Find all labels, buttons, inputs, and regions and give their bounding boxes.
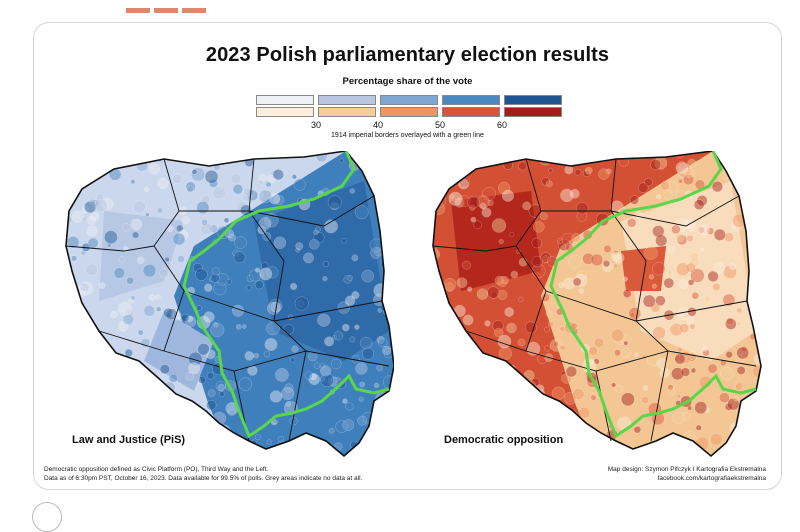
legend-red-swatch-1 (256, 107, 314, 117)
legend-red-swatch-2 (318, 107, 376, 117)
top-strip (0, 0, 800, 22)
footer-note-2: Data as of 6:30pm PST, October 16, 2023.… (44, 474, 363, 482)
legend-red-swatch-3 (380, 107, 438, 117)
legend-title: Percentage share of the vote (342, 76, 473, 87)
pis-map-label: Law and Justice (PiS) (72, 434, 186, 446)
opposition-map-label: Democratic opposition (444, 434, 564, 446)
pis-1914-border-line (182, 151, 390, 439)
legend-red-swatch-5 (504, 107, 562, 117)
map-title: 2023 Polish parliamentary election resul… (205, 44, 610, 66)
opposition-1914-border-line (549, 151, 757, 439)
legend-blue-swatch-3 (380, 95, 438, 105)
pis-voivodeship-borders (65, 158, 390, 442)
top-logo-fragment (126, 0, 212, 13)
pis-regions (66, 151, 394, 456)
footer-note-1: Democratic opposition defined as Civic P… (44, 466, 269, 473)
legend-blue-scale (256, 95, 566, 105)
footer-notes: Democratic opposition defined as Civic P… (44, 466, 362, 483)
legend-tick: 50 (434, 120, 445, 130)
legend-blue-swatch-4 (442, 95, 500, 105)
credit-link: facebook.com/kartografiaekstremalna (657, 474, 766, 482)
legend-tick: 60 (496, 120, 507, 130)
image-card[interactable]: 2023 Polish parliamentary election resul… (33, 22, 782, 490)
opposition-voivodeship-borders (432, 158, 757, 442)
bottom-bar (0, 496, 800, 532)
legend-tick: 40 (372, 120, 383, 130)
legend-note: 1914 imperial borders overlayed with a g… (331, 132, 484, 139)
legend-blue-swatch-2 (318, 95, 376, 105)
legend-blue-swatch-5 (504, 95, 562, 105)
avatar (32, 502, 62, 532)
legend-red-swatch-4 (442, 107, 500, 117)
credit-designer: Map design: Szymon Pifczyk I Kartografia… (607, 466, 766, 473)
pis-map (65, 151, 394, 457)
opposition-regions (433, 151, 761, 456)
legend-tick: 30 (310, 120, 321, 130)
legend-red-scale (256, 107, 566, 117)
footer-credits: Map design: Szymon Pifczyk I Kartografia… (608, 466, 766, 483)
opposition-map (432, 151, 762, 457)
legend-blue-swatch-1 (256, 95, 314, 105)
